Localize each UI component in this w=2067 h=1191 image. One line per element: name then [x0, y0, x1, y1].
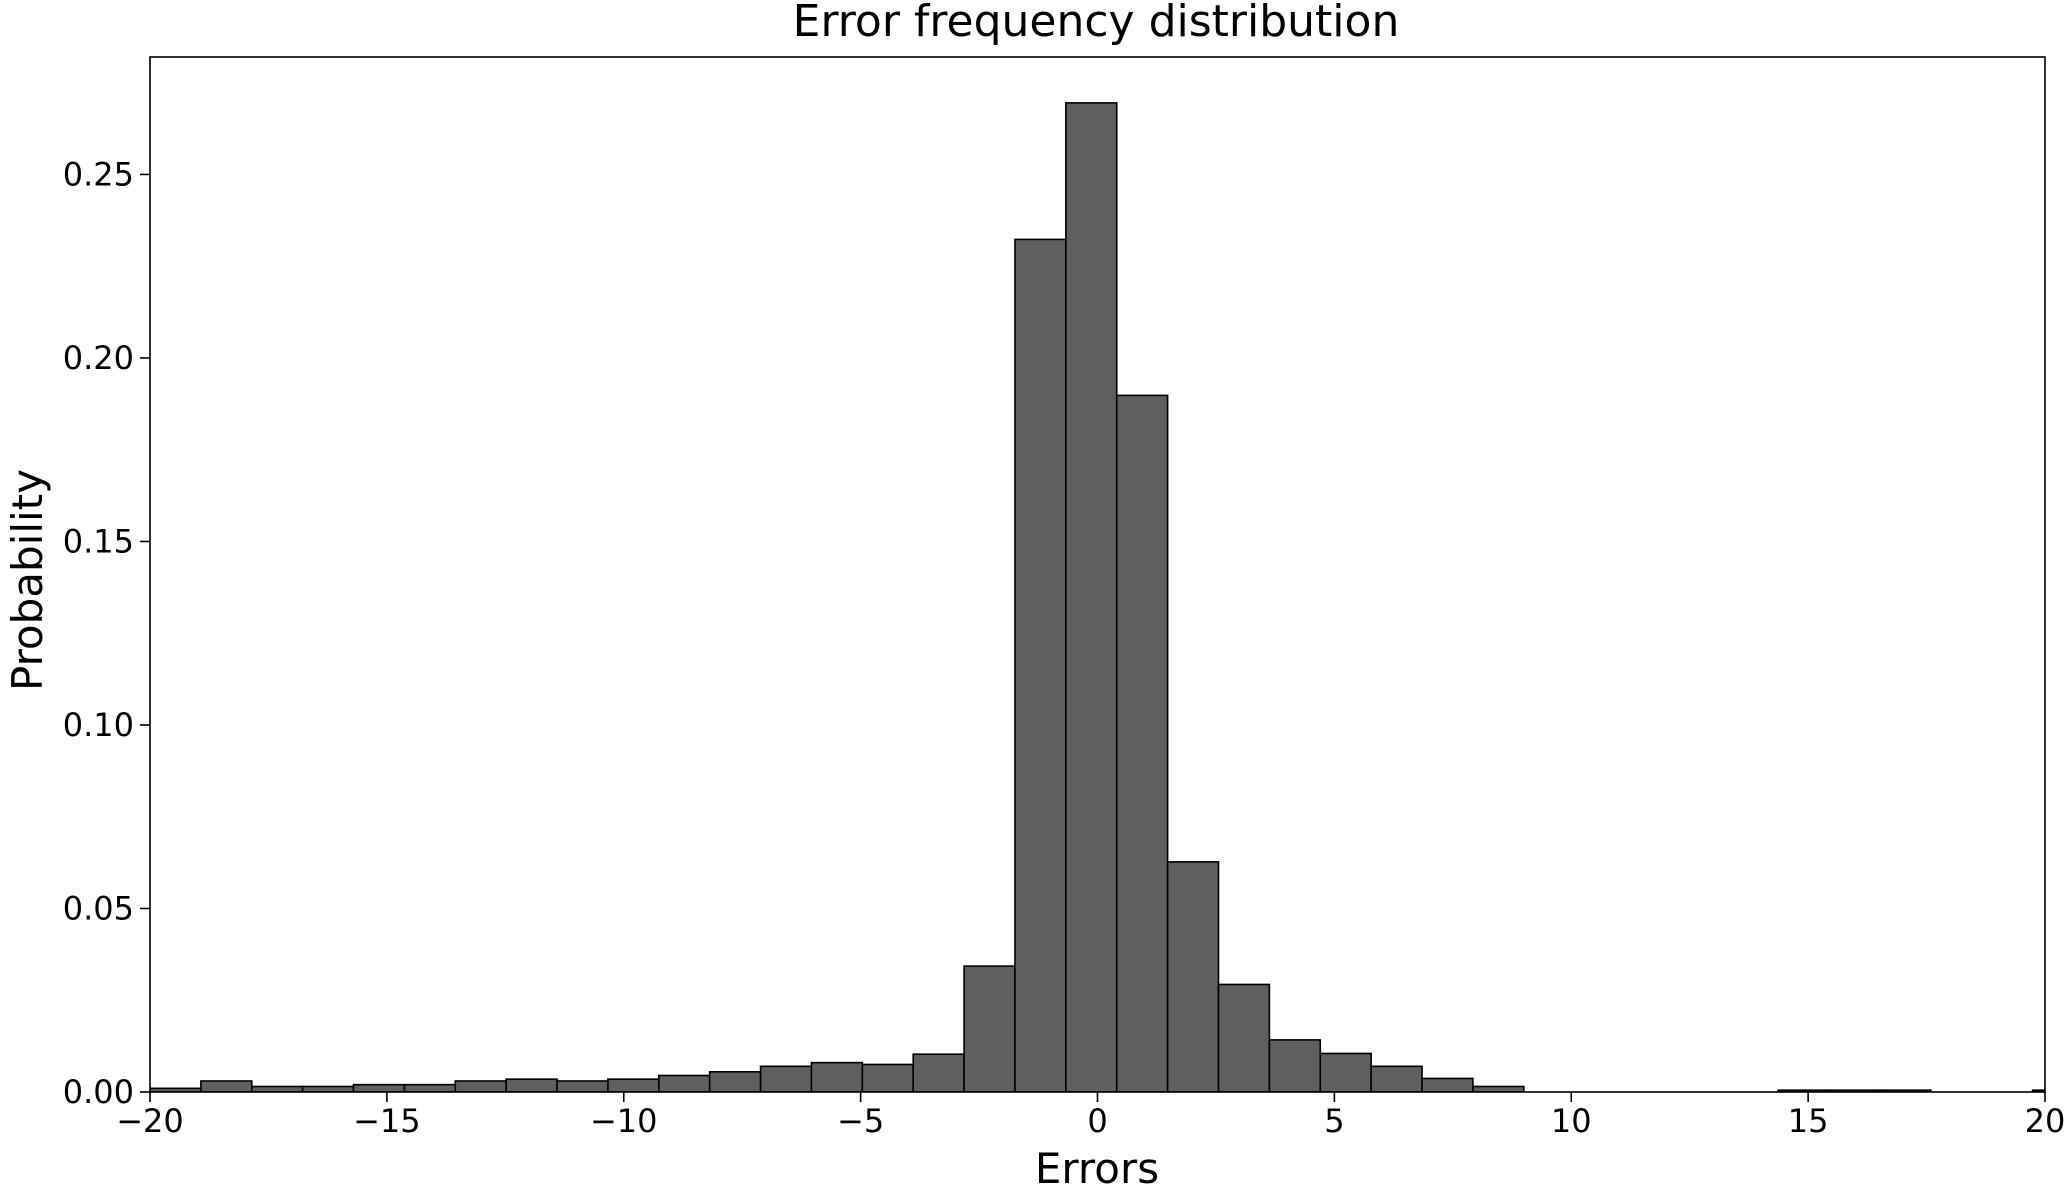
y-tick-label: 0.10	[63, 706, 134, 744]
x-axis: −20 −15 −10 −5 0 5 10 15 20	[116, 1092, 2065, 1140]
histogram-bar	[505, 1078, 558, 1092]
histogram-bar	[2031, 1089, 2045, 1092]
histogram-bar	[301, 1085, 355, 1092]
x-tick-label: 5	[1324, 1102, 1344, 1140]
x-tick-label: −5	[837, 1102, 884, 1140]
histogram-bar	[708, 1071, 762, 1092]
x-tick-label: 0	[1087, 1102, 1107, 1140]
y-axis: 0.00 0.05 0.10 0.15 0.20 0.25	[63, 155, 150, 1111]
y-tick-label: 0.00	[63, 1073, 134, 1111]
histogram-bar	[1879, 1089, 1932, 1092]
histogram-bar	[1319, 1052, 1372, 1092]
histogram-bar	[607, 1078, 660, 1092]
bars-layer	[150, 102, 2045, 1092]
x-tick-label: −15	[353, 1102, 421, 1140]
histogram-bar	[352, 1083, 406, 1092]
histogram-bar	[1472, 1085, 1525, 1092]
x-tick-label: 10	[1551, 1102, 1592, 1140]
histogram-bar	[200, 1080, 253, 1092]
chart-title: Error frequency distribution	[793, 0, 1400, 47]
y-tick-label: 0.20	[63, 339, 134, 377]
histogram-bar	[1115, 394, 1169, 1092]
histogram-bar	[1217, 983, 1271, 1092]
histogram-bar	[810, 1061, 864, 1092]
y-tick-label: 0.15	[63, 522, 134, 560]
histogram-bar	[454, 1080, 507, 1092]
histogram-bar	[556, 1080, 609, 1092]
histogram-bar	[1014, 238, 1067, 1092]
histogram-bar	[658, 1074, 711, 1092]
histogram-bar	[1268, 1039, 1322, 1092]
histogram-bar	[912, 1053, 965, 1092]
y-axis-title: Probability	[3, 469, 52, 691]
histogram-bar	[963, 965, 1016, 1092]
y-tick-label: 0.25	[63, 155, 134, 193]
y-tick-label: 0.05	[63, 889, 134, 927]
histogram-bar	[1421, 1077, 1474, 1092]
histogram-bar	[1065, 102, 1118, 1092]
histogram-bar	[250, 1085, 304, 1092]
histogram-bar	[759, 1065, 813, 1092]
x-axis-title: Errors	[1035, 1144, 1159, 1191]
histogram-bar	[1166, 861, 1220, 1092]
histogram-bar	[1370, 1065, 1423, 1092]
x-tick-label: 15	[1788, 1102, 1829, 1140]
histogram-bar	[861, 1063, 915, 1092]
histogram-bar	[403, 1083, 457, 1092]
x-tick-label: −10	[590, 1102, 658, 1140]
x-tick-label: 20	[2025, 1102, 2066, 1140]
x-tick-label: −20	[116, 1102, 184, 1140]
